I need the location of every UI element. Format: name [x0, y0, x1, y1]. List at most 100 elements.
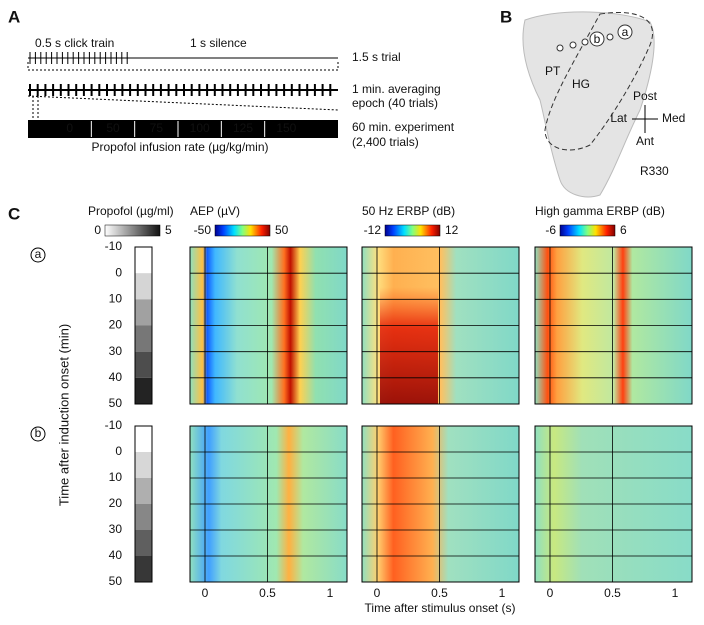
label: (2,400 trials) — [352, 135, 419, 149]
propofol-bar — [135, 478, 152, 504]
label: AEP (µV) — [190, 204, 240, 218]
heatmap-frame — [189, 425, 348, 583]
label: Propofol (µg/ml) — [88, 204, 174, 218]
label: Med — [662, 111, 685, 125]
y-tick-label: 0 — [115, 444, 122, 458]
x-tick-label: 1 — [672, 586, 679, 600]
x-tick-label: 0.5 — [259, 586, 276, 600]
label: -6 — [545, 223, 556, 237]
label: 0.5 s click train — [35, 36, 114, 50]
x-tick-label: 0.5 — [431, 586, 448, 600]
propofol-bar — [135, 351, 152, 378]
label: b — [594, 32, 601, 46]
propofol-bar — [135, 325, 152, 352]
experiment-bar — [28, 120, 338, 138]
x-tick-label: 1 — [327, 586, 334, 600]
label: 5 — [165, 223, 172, 237]
colorbar — [214, 224, 271, 237]
heatmap-frame — [534, 425, 693, 583]
label: a — [622, 25, 629, 39]
x-tick-label: 0 — [547, 586, 554, 600]
x-tick-label: 0 — [374, 586, 381, 600]
label: PT — [545, 64, 561, 78]
y-tick-label: 10 — [109, 292, 123, 306]
y-tick-label: 0 — [115, 265, 122, 279]
click-ticks — [29, 52, 128, 64]
label: 50 Hz ERBP (dB) — [362, 204, 455, 218]
segment-label: 50 — [106, 121, 120, 135]
contacts — [556, 24, 633, 52]
heatmap-frame — [534, 246, 693, 405]
heatmap-frame — [189, 246, 348, 405]
label: 1 s silence — [190, 36, 247, 50]
epoch-ticks — [29, 84, 332, 96]
label: 0 — [94, 223, 101, 237]
label: Post — [633, 89, 658, 103]
y-tick-label: 30 — [109, 344, 123, 358]
y-tick-label: 10 — [109, 470, 123, 484]
heatmap-blob — [380, 287, 438, 404]
y-tick-label: 40 — [109, 370, 123, 384]
propofol-frame — [134, 246, 153, 405]
propofol-bar — [135, 273, 152, 300]
colorbar — [384, 224, 441, 237]
y-tick-label: -10 — [105, 239, 123, 253]
y-tick-label: 50 — [109, 574, 123, 588]
label: 6 — [620, 223, 627, 237]
heatmap-frame — [361, 246, 520, 405]
y-tick-label: 20 — [109, 318, 123, 332]
segment-label: 75 — [150, 121, 164, 135]
propofol-bar — [135, 426, 152, 452]
x-tick-label: 0 — [202, 586, 209, 600]
y-tick-label: 50 — [109, 396, 123, 410]
label: Propofol infusion rate (µg/kg/min) — [92, 140, 269, 154]
x-tick-label: 0.5 — [604, 586, 621, 600]
row-circle — [30, 247, 46, 263]
zoom-lines — [27, 95, 339, 118]
label: 50 — [275, 223, 289, 237]
propofol-bar — [135, 452, 152, 478]
colorbar — [559, 224, 616, 237]
label: Ant — [636, 134, 655, 148]
y-tick-label: 40 — [109, 548, 123, 562]
propofol-bar — [135, 377, 152, 404]
segment-label: 0 — [66, 121, 73, 135]
colorbar — [104, 224, 161, 237]
label: -50 — [194, 223, 212, 237]
segment-label: 125 — [233, 121, 253, 135]
label: a — [35, 247, 42, 261]
label: R330 — [640, 164, 669, 178]
label: HG — [572, 77, 590, 91]
zoom-lines — [27, 62, 339, 71]
propofol-frame — [134, 425, 153, 583]
segment-label: 150 — [276, 121, 296, 135]
brain — [522, 11, 655, 198]
segment-label: 100 — [190, 121, 210, 135]
x-tick-label: 1 — [499, 586, 506, 600]
label: 60 min. experiment — [352, 120, 455, 134]
label: 1.5 s trial — [352, 50, 401, 64]
label: A — [8, 7, 20, 26]
label: b — [35, 426, 42, 440]
label: High gamma ERBP (dB) — [535, 204, 665, 218]
propofol-bar — [135, 504, 152, 530]
x-axis-label: Time after stimulus onset (s) — [365, 601, 516, 615]
propofol-bar — [135, 556, 152, 582]
hg-outline — [544, 12, 653, 151]
row-circle — [30, 426, 46, 442]
label: C — [8, 204, 20, 223]
label: B — [500, 7, 512, 26]
propofol-bar — [135, 530, 152, 556]
heatmap-frame — [361, 425, 520, 583]
y-tick-label: 20 — [109, 496, 123, 510]
propofol-bar — [135, 299, 152, 326]
label: epoch (40 trials) — [352, 96, 438, 110]
y-tick-label: -10 — [105, 418, 123, 432]
label: -12 — [364, 223, 382, 237]
label: 1 min. averaging — [352, 82, 441, 96]
y-axis-label: Time after induction onset (min) — [56, 324, 71, 506]
label: 12 — [445, 223, 459, 237]
label: Lat — [610, 111, 627, 125]
y-tick-label: 30 — [109, 522, 123, 536]
